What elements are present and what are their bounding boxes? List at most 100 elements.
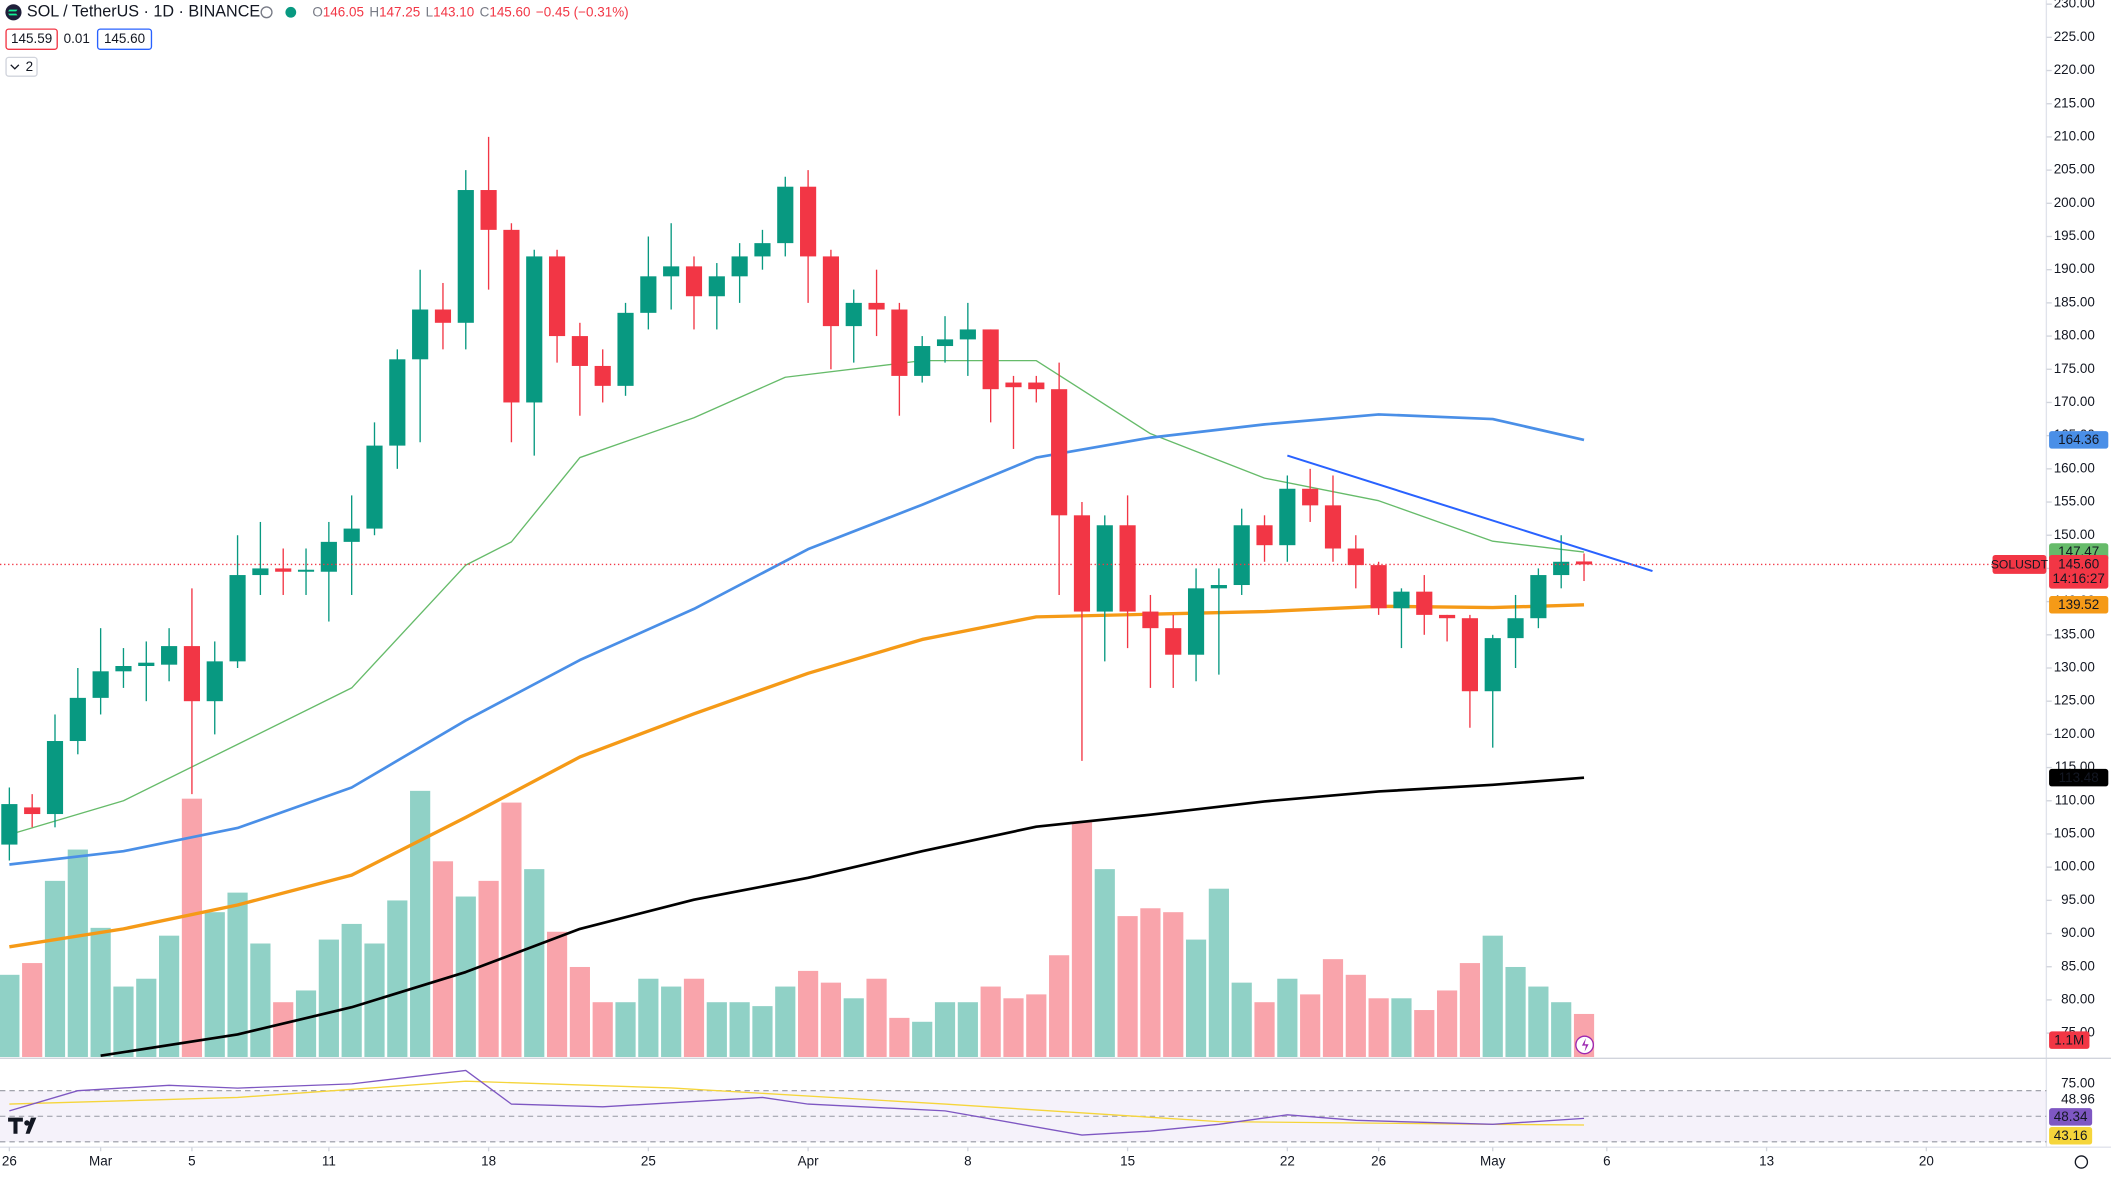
- candle-body: [1575, 561, 1593, 565]
- volume-bar: [1003, 998, 1024, 1058]
- volume-bar: [820, 982, 842, 1058]
- ohlc-value: 146.05: [323, 4, 364, 19]
- ohlc-value: 143.10: [433, 4, 474, 19]
- candle-body: [24, 807, 41, 815]
- volume-bar: [1071, 822, 1093, 1058]
- volume-bar: [934, 1002, 956, 1058]
- x-tick-label: 20: [1919, 1154, 1934, 1169]
- candle-body: [412, 309, 429, 360]
- candle-body: [1370, 565, 1387, 609]
- symbol-logo-mark: [8, 9, 18, 16]
- y-tick-label: 135.00: [2054, 626, 2095, 641]
- ohlc-key: C: [480, 4, 490, 19]
- ohlc-key: L: [426, 4, 434, 19]
- volume-bar: [113, 986, 134, 1058]
- candle-body: [1187, 588, 1205, 655]
- candle-body: [800, 186, 817, 257]
- y-tick-label: 95.00: [2061, 892, 2095, 907]
- indicators-toggle[interactable]: [5, 56, 38, 77]
- volume-bar: [478, 880, 499, 1058]
- rsi-ma-last-value: 43.16: [2054, 1128, 2088, 1143]
- volume-bar: [90, 927, 111, 1058]
- y-tick-label: 215.00: [2054, 95, 2095, 110]
- x-tick-label: Mar: [89, 1154, 113, 1169]
- volume-bar: [615, 1002, 636, 1058]
- candle-body: [389, 359, 406, 446]
- candle-body: [457, 190, 474, 323]
- ohlc-key: H: [369, 4, 379, 19]
- volume-bar: [889, 1017, 910, 1058]
- volume-bar: [957, 1002, 978, 1058]
- volume-bar: [44, 880, 66, 1058]
- rsi-ma-last-box: [2049, 1127, 2093, 1145]
- volume-last-value: 1.1M: [2054, 1032, 2084, 1047]
- x-tick-label: 11: [322, 1154, 336, 1169]
- candle-body: [594, 365, 611, 386]
- rsi-ma-line: [9, 1080, 1585, 1126]
- volume-bar: [1551, 1002, 1572, 1058]
- rsi-last-box: [2049, 1108, 2093, 1126]
- x-tick-label: 13: [1759, 1154, 1774, 1169]
- x-tick-label: 26: [1371, 1154, 1386, 1169]
- candle-body: [1005, 382, 1022, 388]
- volume-bar: [273, 1002, 294, 1058]
- y-tick-label: 80.00: [2061, 991, 2095, 1006]
- x-tick-label: 25: [641, 1154, 656, 1169]
- x-tick-label: 6: [1603, 1154, 1610, 1169]
- volume-bar: [1254, 1002, 1275, 1058]
- candle-body: [1302, 488, 1319, 506]
- candle-body: [548, 256, 566, 337]
- volume-bar: [1436, 990, 1458, 1058]
- y-tick-label: 150.00: [2054, 527, 2095, 542]
- candle-body: [1119, 525, 1136, 612]
- candle-body: [1279, 488, 1296, 546]
- ma-last-value: 139.52: [2058, 597, 2099, 612]
- candle-body: [914, 346, 931, 376]
- volume-bar: [866, 978, 887, 1058]
- volume-bar: [432, 861, 454, 1058]
- volume-bar: [410, 790, 431, 1058]
- volume-bar: [1185, 939, 1207, 1058]
- ask: 145.60: [104, 31, 145, 46]
- header: SOL / TetherUS · 1D · BINANCE O146.05 H14…: [5, 3, 629, 77]
- candle-body: [731, 256, 748, 277]
- candle-body: [503, 229, 520, 403]
- candle-body: [343, 528, 360, 542]
- candle-body: [640, 276, 657, 313]
- eye-icon[interactable]: [260, 6, 273, 19]
- candle-body: [754, 243, 771, 257]
- volume-bar: [67, 849, 88, 1058]
- bid-box[interactable]: [5, 28, 58, 50]
- candle-body: [434, 309, 452, 323]
- symbol-tag-box: [1992, 555, 2047, 574]
- volume-bar: [227, 892, 248, 1058]
- y-tick-label: 185.00: [2054, 294, 2095, 309]
- y-tick-label: 170.00: [2054, 394, 2095, 409]
- y-tick-label: 195.00: [2054, 228, 2095, 243]
- ask-box[interactable]: [96, 28, 153, 50]
- x-tick-label: Apr: [798, 1154, 819, 1169]
- volume-bar: [980, 986, 1001, 1058]
- ohlc-values: O146.05 H147.25 L143.10 C145.60 −0.45 (−0.31…: [312, 4, 628, 19]
- event-bolt: [1581, 1038, 1589, 1052]
- candle-body: [138, 662, 155, 667]
- settings-icon[interactable]: [2074, 1155, 2089, 1169]
- volume-bar: [341, 923, 362, 1058]
- ma-last-value: 113.48: [2059, 770, 2099, 785]
- y-tick-label: 200.00: [2054, 195, 2095, 210]
- volume-bar: [1140, 908, 1161, 1058]
- y-tick-label: 130.00: [2054, 660, 2095, 675]
- ohlc-key: O: [312, 4, 322, 19]
- rsi-last-value: 48.34: [2054, 1109, 2088, 1124]
- candle-body: [115, 666, 132, 672]
- market-status-dot: [285, 6, 297, 18]
- volume-last-box: [2049, 1031, 2090, 1049]
- volume-bar: [0, 974, 20, 1058]
- rsi-tick-label: 75.00: [2061, 1076, 2095, 1091]
- candle-body: [1393, 591, 1410, 609]
- candle-body: [936, 339, 954, 347]
- overlays: [0, 454, 2047, 573]
- candle-body: [1553, 561, 1570, 576]
- candle-body: [663, 266, 680, 277]
- ma-last-value-box: [2049, 431, 2109, 449]
